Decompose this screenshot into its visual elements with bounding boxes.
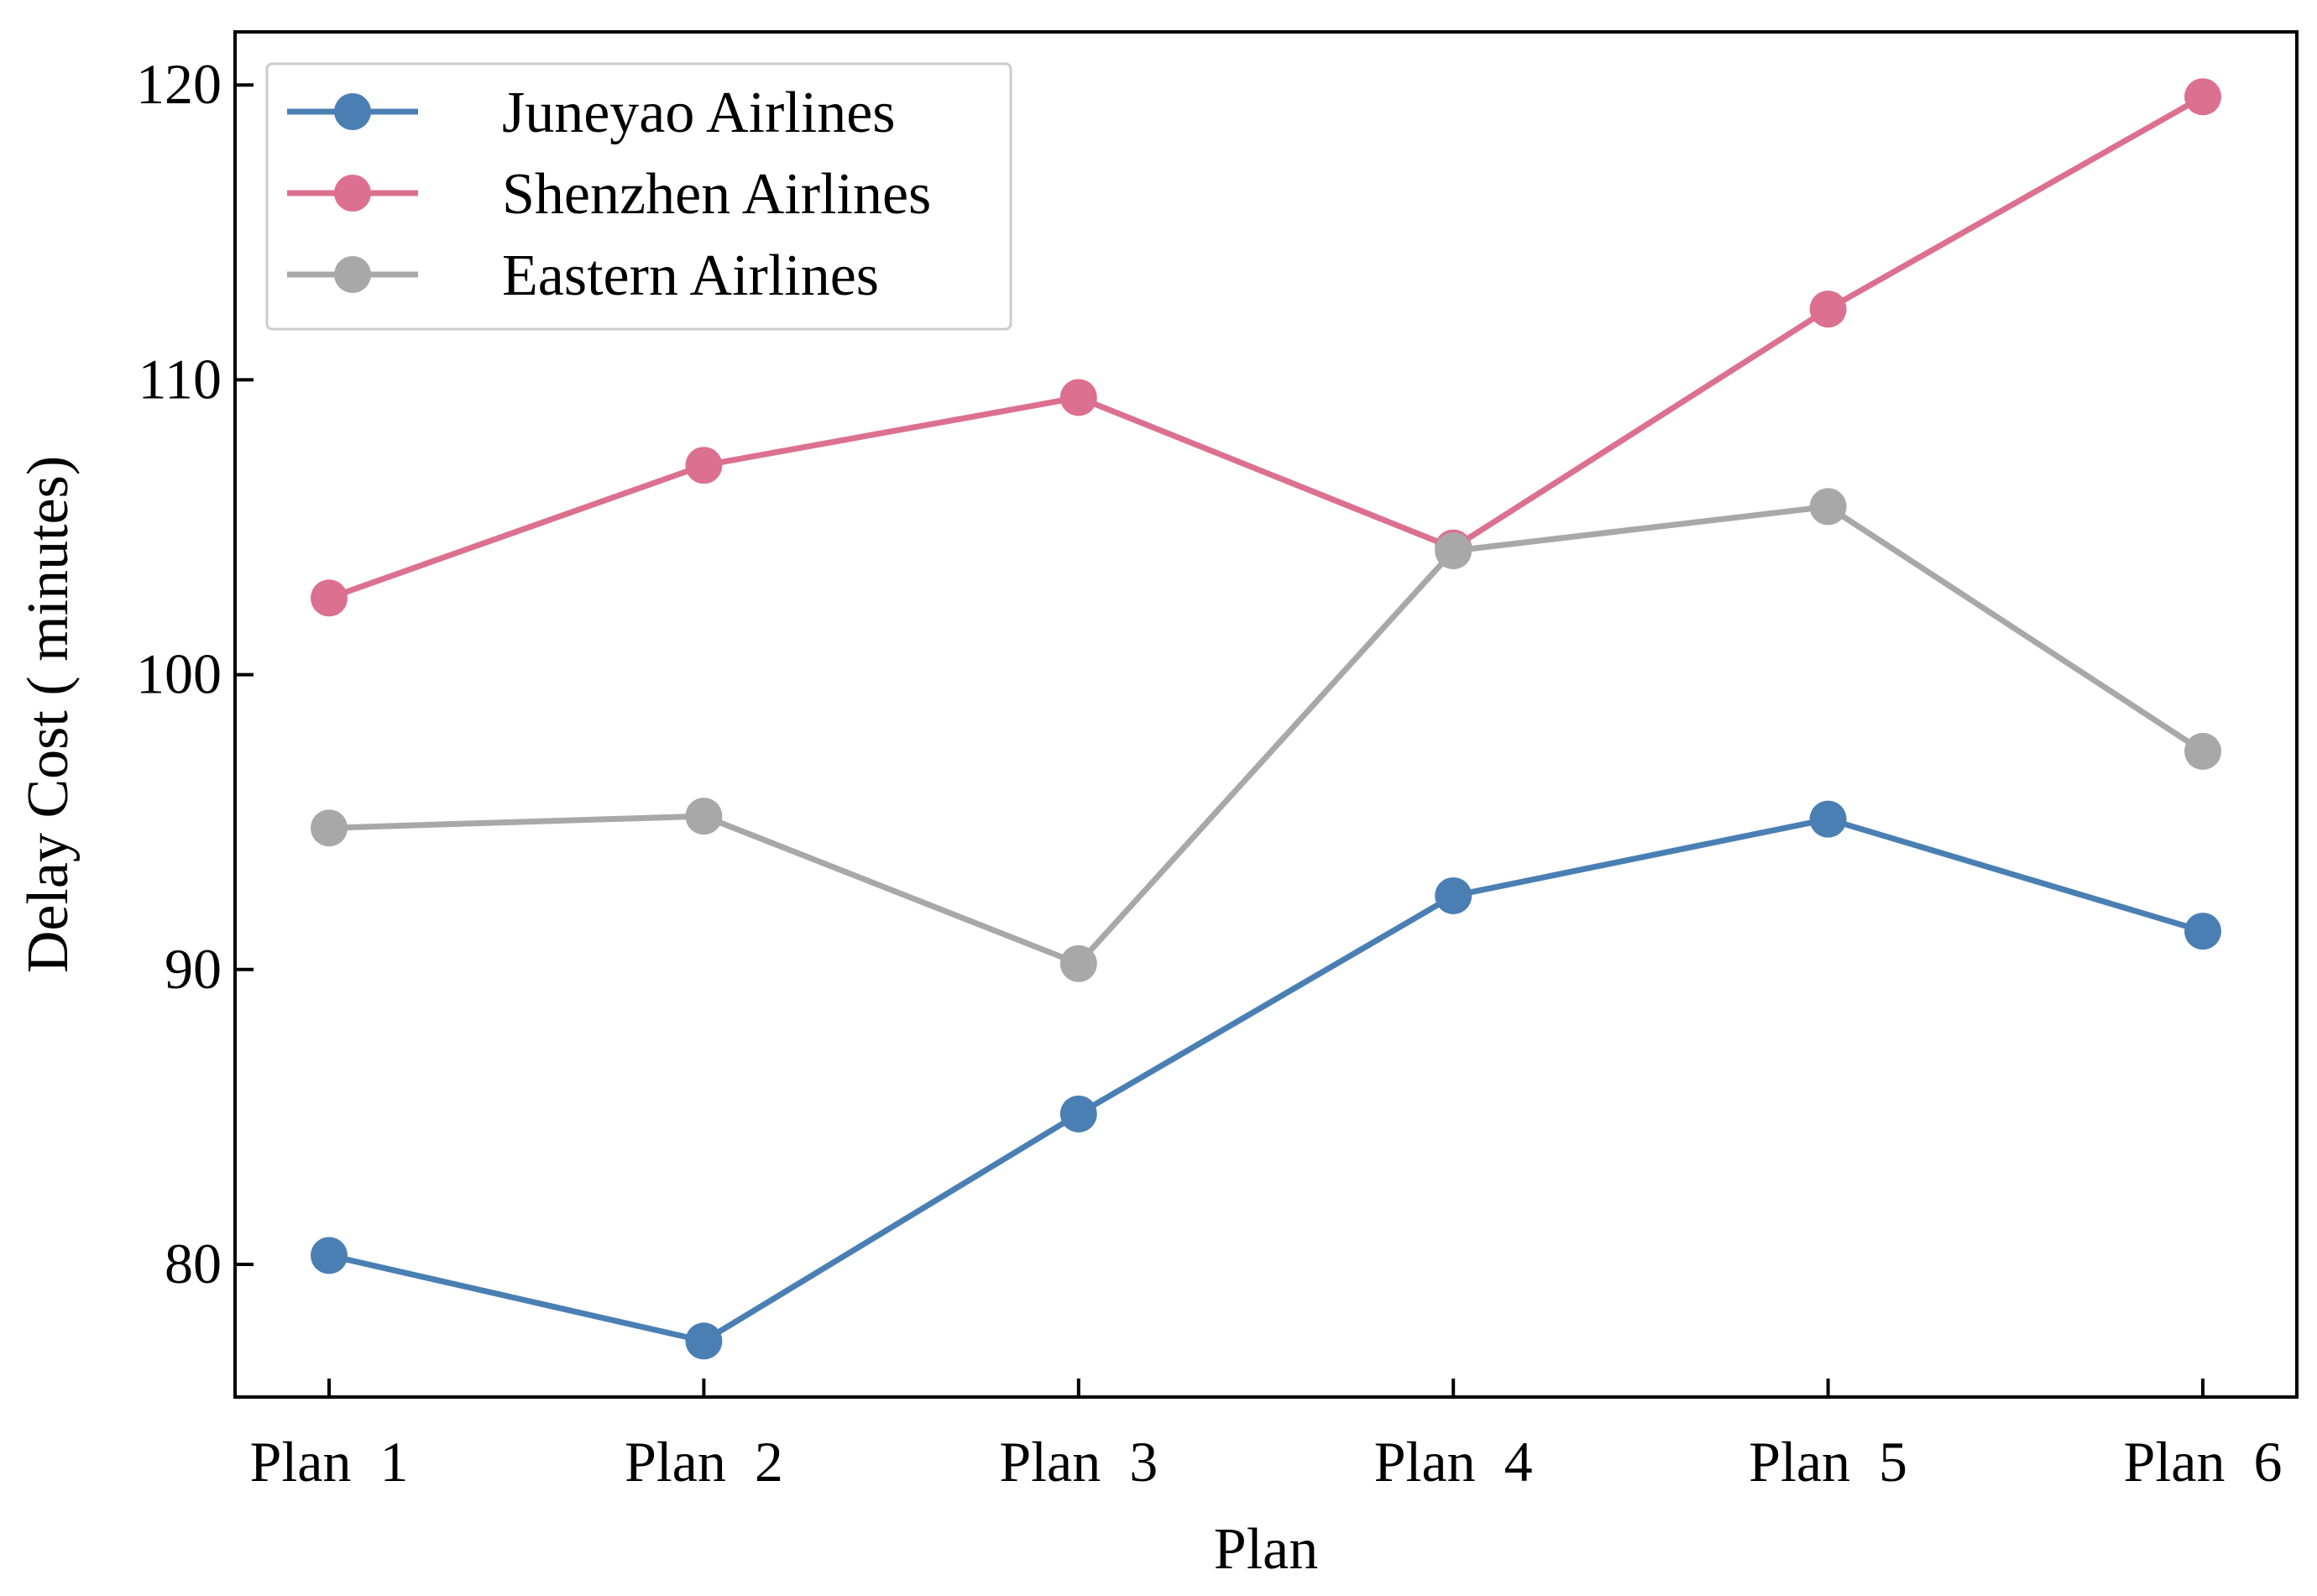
series-eastern-airlines bbox=[311, 488, 2221, 982]
y-axis-label: Delay Cost ( minutes) bbox=[16, 456, 81, 973]
x-tick-label: Plan 1 bbox=[250, 1430, 409, 1494]
y-tick-label: 120 bbox=[136, 52, 222, 116]
legend-label: Shenzhen Airlines bbox=[502, 162, 931, 227]
y-axis: 80 90 100 110 120 bbox=[136, 52, 254, 1295]
data-point bbox=[311, 579, 348, 617]
data-point bbox=[1059, 945, 1097, 982]
data-point bbox=[1059, 379, 1097, 416]
series-line bbox=[328, 816, 2205, 1344]
y-tick-label: 90 bbox=[165, 937, 222, 1001]
legend: Juneyao Airlines Shenzhen Airlines Eastern… bbox=[265, 62, 1012, 331]
x-axis: Plan 1 Plan 2 Plan 3 Plan 4 Plan 5 Plan 6 bbox=[250, 1379, 2283, 1494]
data-point bbox=[685, 798, 723, 835]
legend-label: Eastern Airlines bbox=[502, 243, 879, 308]
series-line bbox=[327, 94, 2205, 601]
plot-data-layer bbox=[311, 78, 2221, 1360]
data-point bbox=[1435, 532, 1472, 570]
legend-label: Juneyao Airlines bbox=[502, 81, 896, 145]
y-tick-label: 80 bbox=[165, 1232, 222, 1295]
series-juneyao-airlines bbox=[311, 800, 2221, 1360]
x-tick-label: Plan 4 bbox=[1374, 1430, 1533, 1494]
data-point bbox=[1809, 290, 1847, 328]
data-point bbox=[2184, 913, 2221, 950]
x-axis-label: Plan bbox=[1214, 1517, 1318, 1582]
data-point bbox=[1059, 1095, 1097, 1133]
x-tick-label: Plan 2 bbox=[625, 1430, 783, 1494]
legend-marker bbox=[334, 175, 371, 212]
data-point bbox=[1809, 488, 1847, 526]
x-tick-label: Plan 5 bbox=[1749, 1430, 1907, 1494]
data-point bbox=[2184, 732, 2221, 770]
data-point bbox=[311, 809, 348, 847]
data-point bbox=[685, 447, 723, 484]
data-point bbox=[2184, 78, 2221, 116]
y-tick-label: 110 bbox=[139, 347, 222, 411]
x-tick-label: Plan 6 bbox=[2124, 1430, 2283, 1494]
y-tick-label: 100 bbox=[136, 642, 222, 706]
data-point bbox=[311, 1237, 348, 1274]
legend-marker bbox=[334, 93, 371, 130]
plot-frame bbox=[233, 30, 2299, 1399]
data-point bbox=[1809, 800, 1847, 838]
data-point bbox=[1435, 876, 1472, 914]
data-point bbox=[685, 1322, 723, 1360]
legend-marker bbox=[334, 256, 371, 293]
series-line bbox=[328, 503, 2205, 967]
x-tick-label: Plan 3 bbox=[999, 1430, 1158, 1494]
legend-frame bbox=[265, 62, 1012, 331]
